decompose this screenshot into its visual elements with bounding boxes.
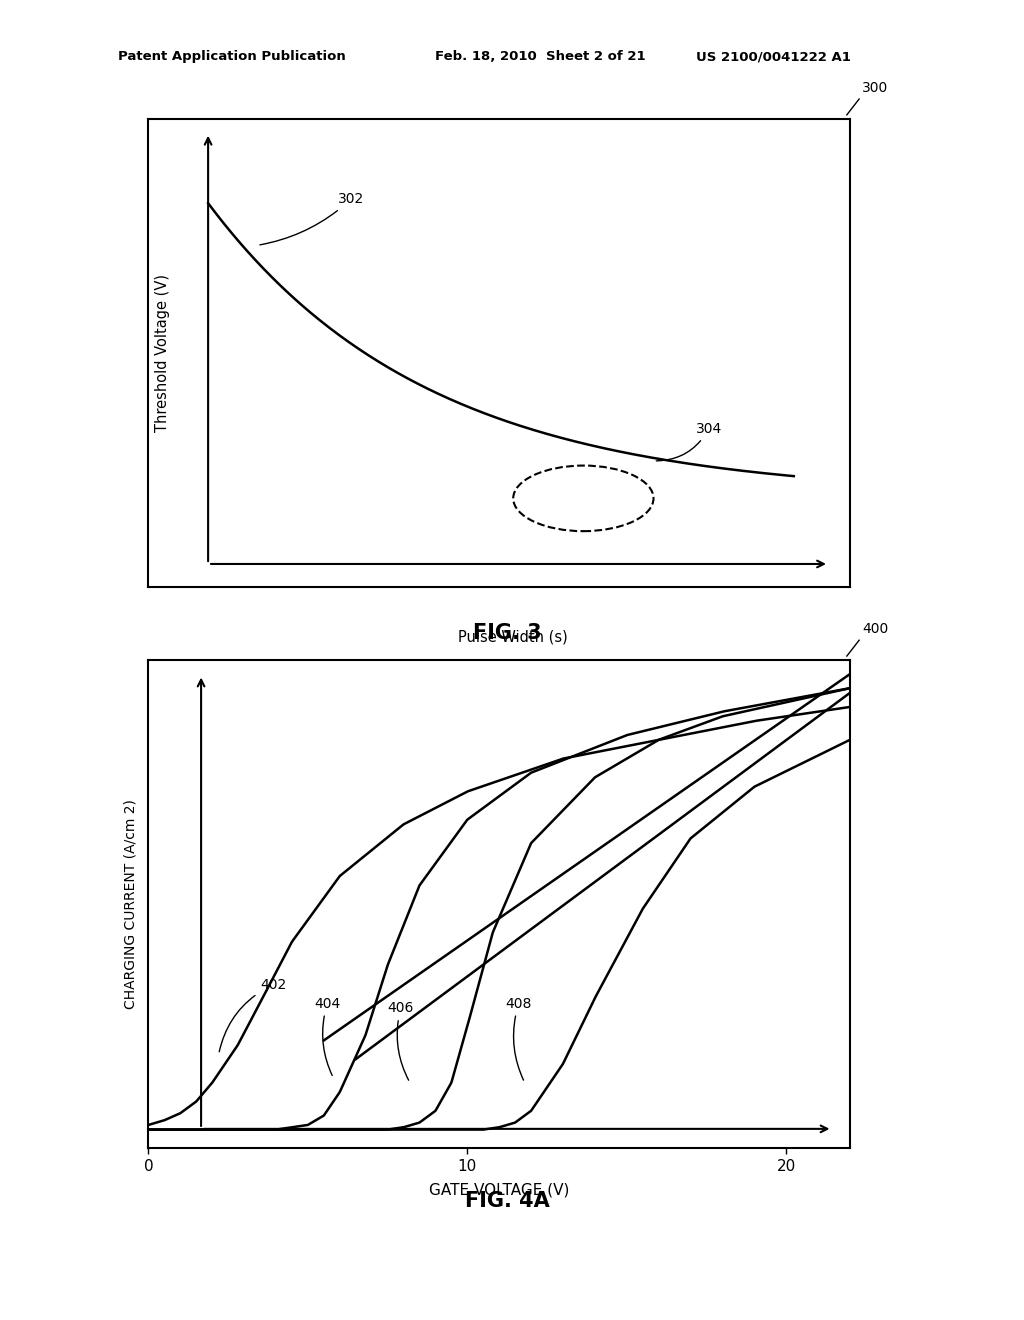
Text: 302: 302 (260, 193, 365, 244)
Text: 304: 304 (656, 422, 722, 461)
Text: 300: 300 (862, 81, 889, 95)
Text: 400: 400 (862, 622, 889, 636)
Text: US 2100/0041222 A1: US 2100/0041222 A1 (696, 50, 851, 63)
Text: 406: 406 (388, 1001, 414, 1080)
Text: 402: 402 (219, 978, 287, 1052)
Text: Feb. 18, 2010  Sheet 2 of 21: Feb. 18, 2010 Sheet 2 of 21 (435, 50, 646, 63)
Text: Pulse Width (s): Pulse Width (s) (459, 630, 568, 644)
Text: FIG. 3: FIG. 3 (472, 623, 542, 643)
Text: 404: 404 (314, 997, 341, 1076)
Y-axis label: CHARGING CURRENT (A/cm 2): CHARGING CURRENT (A/cm 2) (123, 800, 137, 1008)
Text: Patent Application Publication: Patent Application Publication (118, 50, 345, 63)
Text: FIG. 4A: FIG. 4A (465, 1191, 549, 1210)
Text: Threshold Voltage (V): Threshold Voltage (V) (155, 275, 170, 432)
Text: 408: 408 (506, 997, 531, 1080)
X-axis label: GATE VOLTAGE (V): GATE VOLTAGE (V) (429, 1183, 569, 1197)
